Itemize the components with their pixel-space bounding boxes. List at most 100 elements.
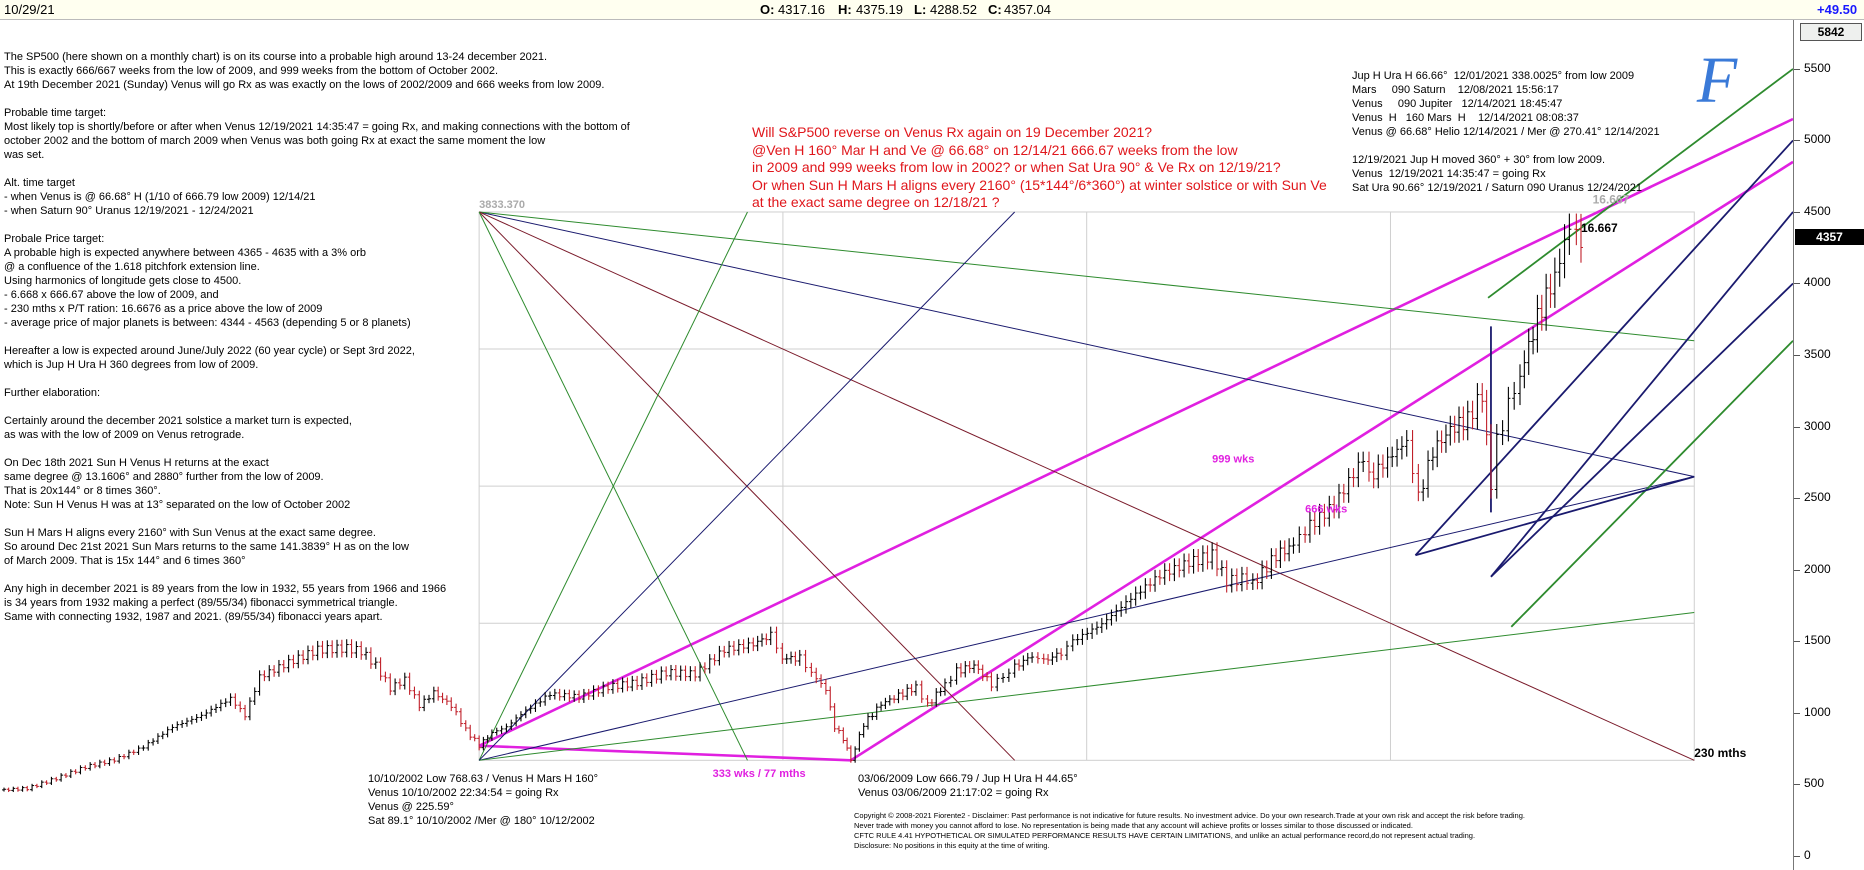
low-2009-line: 03/06/2009 Low 666.79 / Jup H Ura H 44.6… [858,773,1078,785]
change-value: +49.50 [1817,2,1858,17]
analysis-line: Same with connecting 1932, 1987 and 2021… [4,611,383,623]
disclaimer-line: Disclosure: No positions in this equity … [854,841,1050,850]
trend-line-pitchfork [1414,139,1794,556]
low-2009-line: Venus 03/06/2009 21:17:02 = going Rx [858,787,1049,799]
chart-annotation: 230 mths [1694,746,1746,760]
y-tick-label: 3500 [1804,347,1831,362]
logo-letter: F [1696,44,1738,117]
y-tick-label: 0 [1804,847,1811,862]
low-2002-line: Sat 89.1° 10/10/2002 /Mer @ 180° 10/12/2… [368,815,595,827]
analysis-line [4,218,724,232]
analysis-line [4,330,724,344]
price-axis: 0 500 1000 1500 2000 2500 3000 3500 4000 4500 5000… [1793,20,1864,870]
y-tick-mark [1794,569,1800,571]
analysis-line: of March 2009. That is 15x 144° and 6 ti… [4,555,246,567]
quote-header: 10/29/21 O: 4317.16 H: 4375.19 L: 4288.5… [0,0,1864,20]
trend-line-333wks [479,744,851,762]
trend-line-pitchfork [1510,340,1794,628]
chart-annotation: 999 wks [1212,453,1254,465]
analysis-line: A probable high is expected anywhere bet… [4,247,367,259]
y-tick-label: 4000 [1804,275,1831,290]
analysis-line: Probable time target: [4,107,107,119]
y-tick-mark [1794,855,1800,857]
analysis-line: On Dec 18th 2021 Sun H Venus H returns a… [4,457,269,469]
y-tick-label: 2500 [1804,490,1831,505]
y-tick-label: 1000 [1804,704,1831,719]
question-line: Or when Sun H Mars H aligns every 2160° … [752,176,1327,193]
trend-line-fan [479,211,1695,342]
y-tick-mark [1794,68,1800,70]
analysis-line: - when Saturn 90° Uranus 12/19/2021 - 12… [4,205,254,217]
analysis-line [4,512,724,526]
trend-line-fan [479,476,1695,761]
aspect-note-line: Mars 090 Saturn 12/08/2021 15:56:17 [1352,84,1559,96]
grid-frame [478,211,1695,761]
aspect-note-line: Venus @ 66.68° Helio 12/14/2021 / Mer @ … [1352,126,1660,138]
aspect-note-line: Jup H Ura H 66.66° 12/01/2021 338.0025° … [1352,70,1635,82]
low-2002-notes: 10/10/2002 Low 768.63 / Venus H Mars H 1… [368,772,598,828]
analysis-line: - 6.668 x 666.67 above the low of 2009, … [4,289,219,301]
last-price-tag: 4357 [1795,229,1864,245]
price-bars [2,213,1583,793]
analysis-line: That is 20x144° or 8 times 360°. [4,485,161,497]
y-tick-label: 5000 [1804,132,1831,147]
analysis-line: This is exactly 666/667 weeks from the l… [4,65,499,77]
analysis-line: same degree @ 13.1606° and 2880° further… [4,471,324,483]
y-tick-mark [1794,498,1800,500]
y-tick-label: 3000 [1804,418,1831,433]
trend-line-pitchfork [1490,282,1794,578]
analysis-line: Most likely top is shortly/before or aft… [4,121,630,133]
low-2009-notes: 03/06/2009 Low 666.79 / Jup H Ura H 44.6… [858,772,1078,800]
close-label: C: [988,2,1002,17]
analysis-line: The SP500 (here shown on a monthly chart… [4,51,547,63]
low-value: 4288.52 [930,2,977,17]
analysis-line: Note: Sun H Venus H was at 13° separated… [4,499,351,511]
low-2002-line: Venus @ 225.59° [368,801,454,813]
y-tick-mark [1794,641,1800,643]
y-tick-mark [1794,211,1800,213]
chart-annotation: 666 wks [1305,503,1347,515]
analysis-line: Hereafter a low is expected around June/… [4,345,415,357]
low-label: L: [914,2,927,17]
analysis-line: as was with the low of 2009 on Venus ret… [4,429,245,441]
analysis-line [4,400,724,414]
analysis-line: Further elaboration: [4,387,100,399]
analysis-line: was set. [4,149,45,161]
aspect-note-line [1352,139,1660,153]
high-value: 4375.19 [856,2,903,17]
analysis-line [4,162,724,176]
trend-line-pitchfork [1487,68,1794,299]
analysis-line: @ a confluence of the 1.618 pitchfork ex… [4,261,260,273]
trend-line-fan [479,612,1695,761]
disclaimer-text: Copyright © 2008-2021 Fiorente2 - Discla… [854,811,1525,851]
analysis-line [4,442,724,456]
question-line: in 2009 and 999 weeks from low in 2002? … [752,159,1281,175]
axis-top-label: 5842 [1800,23,1862,41]
analysis-line: Probale Price target: [4,233,105,245]
trend-line-666wks [850,160,1794,762]
analysis-line: Alt. time target [4,177,75,189]
disclaimer-line: Never trade with money you cannot afford… [854,821,1413,830]
chart-annotation: 16.667 [1593,192,1630,206]
analysis-line: Using harmonics of longitude gets close … [4,275,242,287]
trend-line-999wks [478,117,1794,747]
analysis-line: which is Jup H Ura H 360 degrees from lo… [4,359,259,371]
analysis-line [4,568,724,582]
analysis-line: - 230 mths x P/T ration: 16.6676 as a pr… [4,303,323,315]
y-tick-mark [1794,355,1800,357]
chart-drawn-lines [478,68,1794,762]
close-value: 4357.04 [1004,2,1051,17]
analysis-line: Sun H Mars H aligns every 2160° with Sun… [4,527,376,539]
aspect-note-line: Venus 090 Jupiter 12/14/2021 18:45:47 [1352,98,1563,110]
chart-annotations: 999 wks 666 wks 333 wks / 77 mths 230 mths 1… [479,192,1746,780]
y-tick-mark [1794,140,1800,142]
low-2002-line: 10/10/2002 Low 768.63 / Venus H Mars H 1… [368,773,599,785]
high-label: H: [838,2,852,17]
red-question-text: Will S&P500 reverse on Venus Rx again on… [752,124,1327,212]
question-line: Will S&P500 reverse on Venus Rx again on… [752,124,1153,140]
y-tick-mark [1794,426,1800,428]
question-line: at the exact same degree on 12/18/21 ? [752,194,1000,210]
left-range-label: 3833.370 [479,199,525,211]
analysis-line: So around Dec 21st 2021 Sun Mars returns… [4,541,409,553]
